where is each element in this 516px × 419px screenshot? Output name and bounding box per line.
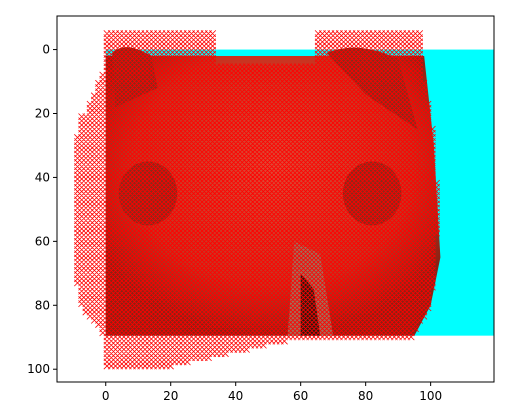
axes-frame [56, 15, 495, 383]
y-tick-label: 0 [42, 43, 50, 57]
y-tick-label: 100 [27, 362, 50, 376]
x-tick-label: 20 [163, 389, 178, 403]
x-tick-label: 100 [419, 389, 442, 403]
y-tick-label: 60 [35, 234, 50, 248]
y-tick-label: 20 [35, 106, 50, 120]
y-tick-label: 40 [35, 170, 50, 184]
x-tick-label: 40 [228, 389, 243, 403]
y-axis: 0 20 40 60 80 100 [27, 43, 57, 376]
x-axis: 0 20 40 60 80 100 [102, 382, 442, 403]
y-tick-label: 80 [35, 298, 50, 312]
x-tick-label: 0 [102, 389, 110, 403]
scatter-markers [74, 30, 440, 370]
marker-layer [74, 30, 440, 370]
x-tick-label: 60 [293, 389, 308, 403]
x-tick-label: 80 [358, 389, 373, 403]
